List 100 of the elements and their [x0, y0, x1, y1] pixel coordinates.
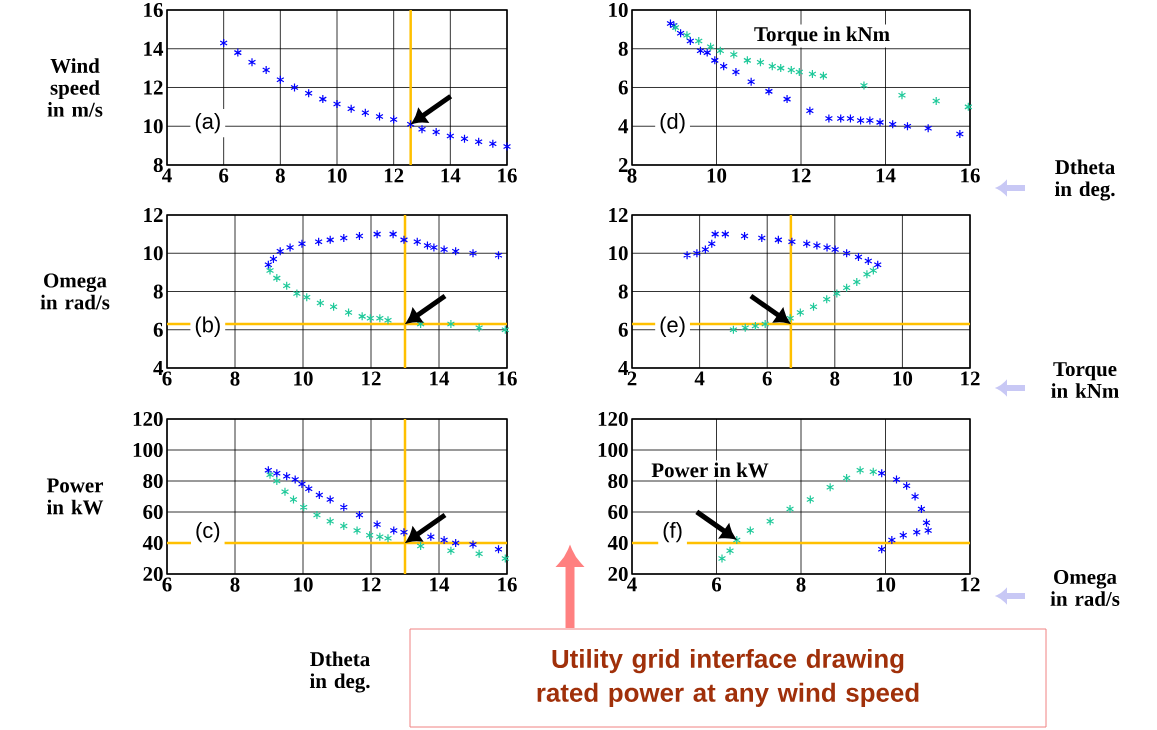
x-tick-label: 8 [275, 168, 285, 183]
y-tick-label: 40 [142, 535, 163, 551]
point [280, 487, 290, 497]
point [474, 137, 483, 147]
point [304, 484, 313, 494]
point [355, 231, 364, 241]
y-tick-label: 10 [609, 2, 628, 18]
x-tick-label: 14 [441, 168, 461, 183]
point [729, 49, 738, 60]
point [302, 292, 311, 302]
point [399, 527, 409, 537]
point [347, 104, 356, 114]
point [353, 526, 362, 536]
point [332, 99, 342, 109]
point [703, 48, 712, 58]
x-tick-label: 8 [830, 371, 840, 386]
point [732, 535, 741, 545]
point [451, 246, 460, 256]
point [264, 260, 273, 270]
point [389, 114, 398, 125]
y-tick-label: 20 [143, 566, 163, 582]
point [429, 242, 438, 253]
y-tick-label: 4 [618, 119, 629, 134]
point [774, 235, 783, 245]
point [326, 495, 335, 505]
point [911, 491, 920, 502]
x-tick-label: 6 [219, 168, 229, 183]
point [854, 252, 863, 262]
x-tick-label: 8 [796, 577, 806, 592]
point [805, 106, 814, 116]
point [955, 129, 964, 139]
point [451, 538, 460, 548]
point [426, 532, 435, 542]
point [964, 102, 973, 112]
point [432, 127, 441, 137]
point [297, 479, 307, 489]
point [887, 535, 896, 545]
point [282, 281, 291, 291]
annotation: (c) [196, 521, 220, 543]
point [373, 229, 382, 239]
point [725, 546, 735, 556]
point [875, 117, 885, 127]
point [787, 65, 796, 75]
point [219, 38, 228, 48]
point [766, 516, 775, 526]
point [842, 473, 851, 483]
point [719, 61, 728, 71]
point [686, 36, 695, 46]
point [361, 108, 370, 118]
point [247, 57, 257, 67]
point [917, 504, 926, 514]
y-tick-label: 10 [144, 246, 163, 261]
point [764, 86, 773, 96]
point [846, 113, 855, 124]
y-tick-label: 12 [144, 80, 163, 95]
annotation: (e) [660, 316, 685, 337]
point [265, 470, 275, 480]
point [842, 248, 851, 258]
y-tick-label: 6 [153, 322, 163, 337]
x-tick-label: 4 [694, 371, 705, 386]
x-tick-label: 6 [711, 577, 722, 592]
point [276, 75, 285, 85]
x-tick-label: 12 [792, 168, 811, 183]
y-tick-label: 2 [618, 158, 628, 172]
point [272, 273, 281, 283]
point [423, 241, 432, 251]
point [856, 115, 865, 126]
point [822, 242, 832, 253]
point [787, 237, 796, 247]
point [389, 229, 398, 239]
point [475, 323, 484, 333]
y-tick-label: 8 [153, 157, 163, 173]
annotation: (a) [195, 112, 220, 134]
point [786, 313, 795, 323]
x-tick-label: 6 [762, 371, 772, 386]
point [785, 504, 795, 514]
point [856, 465, 865, 475]
x-tick-label: 14 [876, 168, 896, 183]
point [888, 119, 897, 129]
point [494, 544, 503, 554]
point [413, 237, 422, 247]
point [776, 63, 785, 73]
y-tick-label: 120 [133, 411, 163, 427]
point [743, 55, 752, 65]
x-axis-title: Torque in kNm [1051, 362, 1119, 398]
point [289, 495, 298, 505]
y-tick-label: 4 [618, 361, 629, 375]
x-tick-label: 16 [498, 577, 517, 592]
point [902, 481, 911, 491]
annotation: (b) [195, 316, 220, 337]
point [375, 111, 384, 122]
y-tick-label: 10 [609, 246, 628, 261]
y-tick-label: 100 [598, 442, 628, 458]
point [488, 139, 497, 149]
point [494, 250, 503, 260]
point [783, 94, 792, 104]
point [864, 256, 873, 266]
point [877, 468, 886, 478]
point [747, 77, 756, 87]
y-tick-label: 60 [143, 504, 163, 520]
